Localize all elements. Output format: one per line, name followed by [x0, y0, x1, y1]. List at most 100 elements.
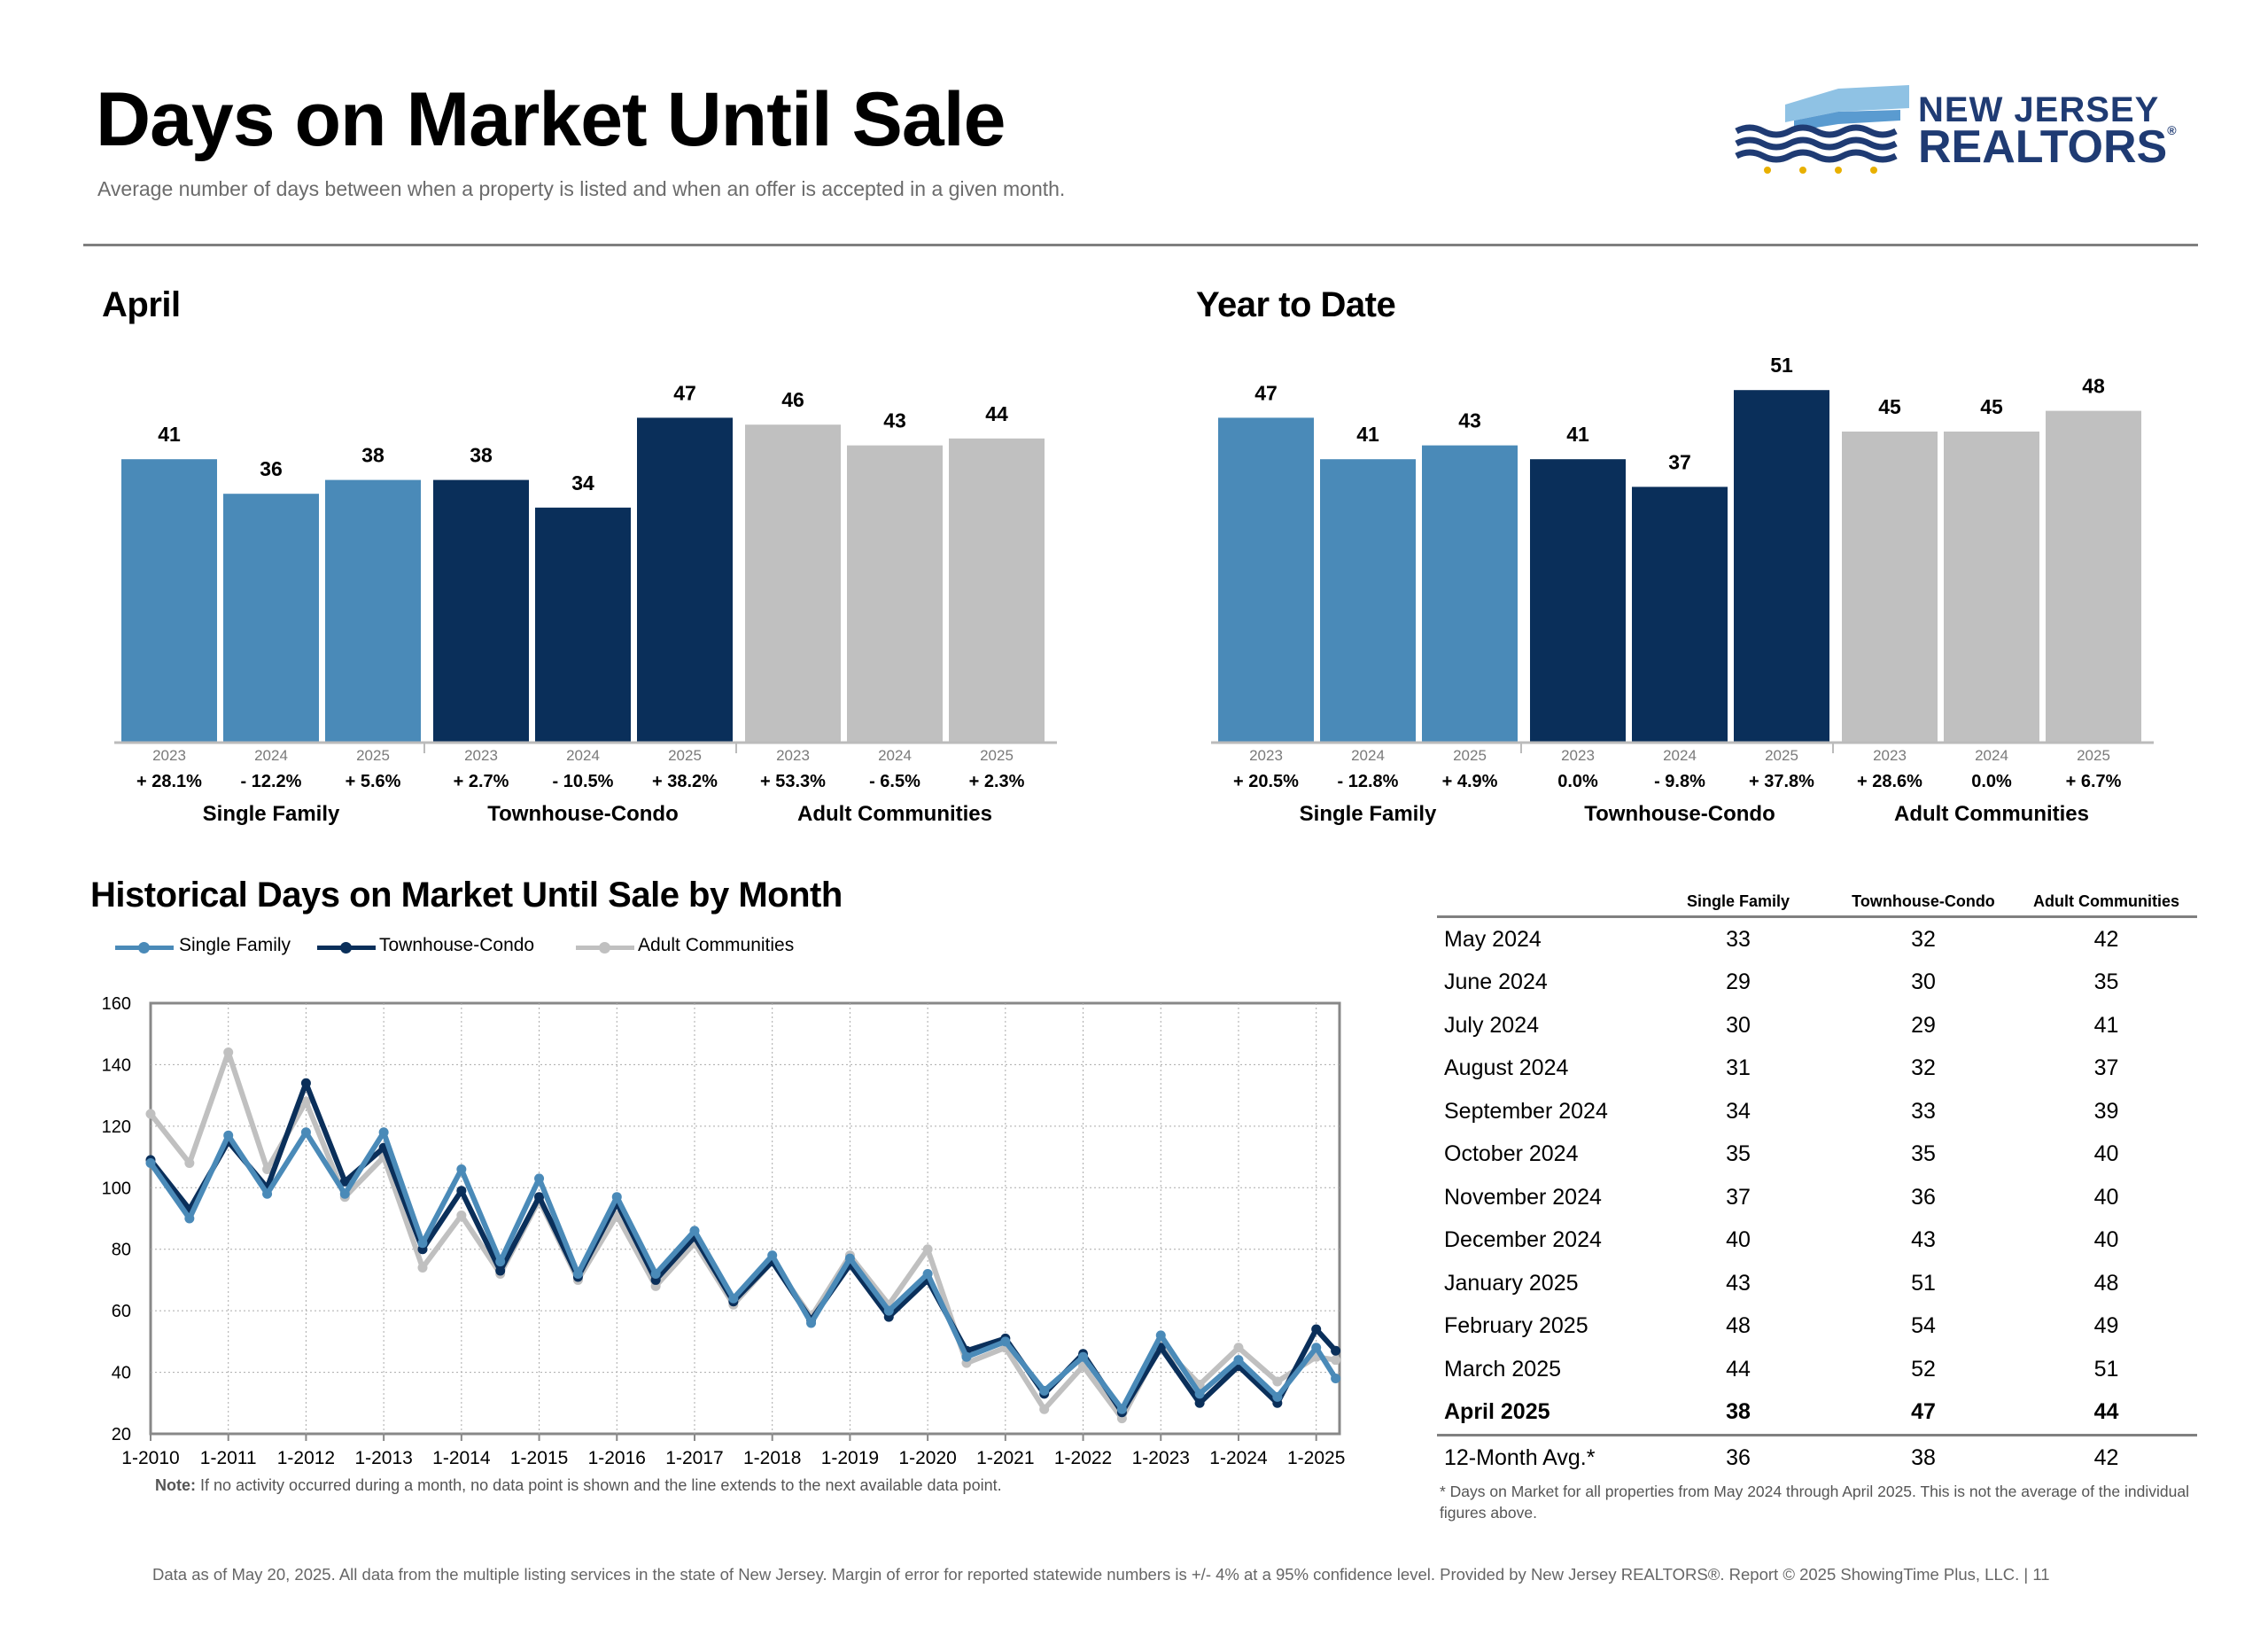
- average-row-value: 38: [1831, 1434, 2016, 1480]
- bar: [847, 445, 943, 743]
- bar-value-label: 45: [1980, 395, 2003, 418]
- table-row: August 2024 31 32 37: [1437, 1047, 2197, 1091]
- series-point: [300, 1127, 311, 1138]
- percent-change-label: - 12.2%: [241, 772, 302, 791]
- legend-label-single-family: Single Family: [179, 935, 291, 955]
- series-point: [300, 1096, 311, 1107]
- year-tick-label: 2023: [776, 747, 810, 764]
- series-point: [417, 1238, 428, 1249]
- table-row: October 2024 35 35 40: [1437, 1133, 2197, 1177]
- category-label: Adult Communities: [797, 802, 992, 826]
- table-row: June 2024 29 30 35: [1437, 961, 2197, 1005]
- x-tick-label: 1-2011: [200, 1448, 257, 1468]
- bar: [1944, 432, 2039, 743]
- table-cell-value: 44: [2093, 1399, 2119, 1425]
- series-point: [339, 1188, 350, 1199]
- year-tick-label: 2024: [1975, 747, 2008, 764]
- x-tick-label: 1-2010: [121, 1448, 179, 1468]
- table-cell-value: 39: [2093, 1098, 2119, 1124]
- legend-label-townhouse-condo: Townhouse-Condo: [379, 935, 535, 955]
- x-tick-label: 1-2023: [1132, 1448, 1190, 1468]
- bar: [535, 507, 631, 743]
- x-tick-label: 1-2018: [743, 1448, 801, 1468]
- bar: [1842, 432, 1938, 743]
- registered-mark: ®: [2167, 123, 2177, 137]
- series-point: [611, 1192, 622, 1203]
- table-row: January 2025 43 51 48: [1437, 1262, 2197, 1305]
- series-point: [262, 1188, 273, 1199]
- table-row-label: September 2024: [1444, 1098, 1608, 1124]
- average-row-value: 42: [2016, 1434, 2197, 1480]
- table-cell-value: 32: [1911, 1055, 1936, 1081]
- year-tick-label: 2024: [1351, 747, 1385, 764]
- series-point: [534, 1192, 545, 1203]
- series-point: [456, 1186, 467, 1196]
- series-point: [1116, 1404, 1127, 1414]
- bar-value-label: 47: [1254, 381, 1278, 404]
- series-point: [572, 1268, 583, 1279]
- bar: [745, 424, 841, 743]
- table-cell-value: 41: [2093, 1012, 2119, 1038]
- bar: [1632, 487, 1728, 743]
- table-row: November 2024 37 36 40: [1437, 1176, 2197, 1219]
- percent-change-label: + 37.8%: [1749, 772, 1814, 791]
- line-plot-frame: [149, 1001, 1341, 1436]
- series-line: [148, 1129, 1339, 1413]
- series-point: [1039, 1404, 1050, 1414]
- legend-label-adult-communities: Adult Communities: [638, 935, 795, 955]
- table-cell-value: 40: [1726, 1227, 1751, 1253]
- table-cell-value: 37: [1726, 1184, 1751, 1210]
- bar-value-label: 38: [470, 444, 493, 467]
- table-cell-value: 42: [2093, 926, 2119, 952]
- x-tick-label: 1-2017: [665, 1448, 723, 1468]
- table-header-single-family: Single Family: [1645, 891, 1831, 918]
- year-tick-label: 2025: [668, 747, 702, 764]
- year-tick-label: 2024: [566, 747, 600, 764]
- page-title: Days on Market Until Sale: [96, 77, 1006, 162]
- table-row: May 2024 33 32 42: [1437, 917, 2197, 961]
- table-header-townhouse-condo: Townhouse-Condo: [1831, 891, 2016, 918]
- bar: [2046, 410, 2141, 743]
- average-row-value: 36: [1645, 1434, 1831, 1480]
- category-label: Single Family: [203, 802, 340, 826]
- y-tick-label: 40: [112, 1364, 131, 1383]
- table-row: July 2024 30 29 41: [1437, 1004, 2197, 1047]
- series-point: [922, 1268, 933, 1279]
- year-tick-label: 2024: [254, 747, 288, 764]
- table-row-label: August 2024: [1444, 1055, 1569, 1081]
- x-tick-label: 1-2025: [1287, 1448, 1345, 1468]
- page-footer: Data as of May 20, 2025. All data from t…: [152, 1565, 2050, 1584]
- logo-text-line-1: NEW JERSEY: [1918, 90, 2160, 129]
- percent-change-label: - 6.5%: [869, 772, 920, 791]
- table-row-label: October 2024: [1444, 1141, 1579, 1167]
- bar: [637, 417, 733, 743]
- bar: [325, 479, 421, 743]
- year-tick-label: 2025: [2077, 747, 2110, 764]
- bar: [1218, 417, 1314, 743]
- table-cell-value: 36: [1911, 1184, 1936, 1210]
- series-point: [961, 1351, 972, 1362]
- series-point: [1331, 1355, 1341, 1366]
- year-tick-label: 2023: [1873, 747, 1907, 764]
- table-row-label: December 2024: [1444, 1227, 1602, 1253]
- bar: [1734, 390, 1829, 743]
- series-point: [534, 1173, 545, 1184]
- bar-value-label: 41: [1566, 423, 1589, 446]
- percent-change-label: + 5.6%: [346, 772, 401, 791]
- average-row-label: 12-Month Avg.*: [1437, 1434, 1645, 1480]
- percent-change-label: + 28.1%: [136, 772, 202, 791]
- x-tick-label: 1-2019: [821, 1448, 879, 1468]
- series-point: [378, 1127, 389, 1138]
- series-point: [456, 1164, 467, 1174]
- table-cell-value: 48: [2093, 1270, 2119, 1296]
- series-line: [148, 1080, 1338, 1415]
- x-tick-label: 1-2021: [976, 1448, 1034, 1468]
- bar: [1530, 459, 1626, 743]
- series-point: [495, 1265, 506, 1276]
- series-point: [223, 1130, 234, 1140]
- series-point: [1233, 1355, 1244, 1366]
- logo-text-line-2: REALTORS®: [1918, 124, 2177, 170]
- table-cell-value: 43: [1911, 1227, 1936, 1253]
- table-row-label: July 2024: [1444, 1012, 1540, 1038]
- y-tick-label: 100: [102, 1179, 131, 1198]
